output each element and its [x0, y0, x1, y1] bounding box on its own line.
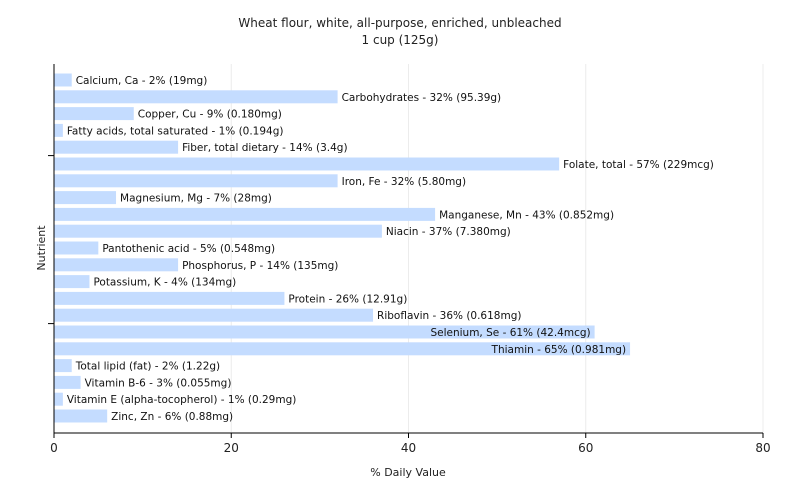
bar-label: Thiamin - 65% (0.981mg) — [491, 344, 627, 356]
bar — [54, 123, 63, 137]
bar-label: Protein - 26% (12.91g) — [288, 293, 407, 305]
bar — [54, 191, 117, 205]
bar-label: Folate, total - 57% (229mcg) — [563, 159, 714, 171]
axes-group: 0 20 40 60 80 — [48, 64, 771, 455]
bar — [54, 409, 108, 423]
bar-label: Vitamin B-6 - 3% (0.055mg) — [85, 377, 232, 389]
bar-label: Manganese, Mn - 43% (0.852mg) — [439, 209, 614, 221]
bar-label: Pantothenic acid - 5% (0.548mg) — [102, 243, 275, 255]
x-tick-label: 60 — [578, 441, 593, 455]
x-tick-label: 80 — [755, 441, 770, 455]
bar-label: Phosphorus, P - 14% (135mg) — [182, 260, 338, 272]
bar — [54, 174, 338, 188]
bar — [54, 90, 338, 104]
chart-title: Wheat flour, white, all-purpose, enriche… — [238, 16, 561, 30]
bar — [54, 241, 99, 255]
bar — [54, 291, 285, 305]
bar — [54, 392, 63, 406]
bar-label: Copper, Cu - 9% (0.180mg) — [138, 109, 282, 121]
bar-label: Selenium, Se - 61% (42.4mcg) — [430, 327, 590, 339]
bar-label: Total lipid (fat) - 2% (1.22g) — [75, 361, 220, 373]
bar — [54, 325, 595, 339]
x-tick-label: 20 — [224, 441, 239, 455]
bar — [54, 275, 90, 289]
bar — [54, 342, 631, 356]
bar — [54, 359, 72, 373]
bar-label: Carbohydrates - 32% (95.39g) — [342, 92, 502, 104]
bar-label: Magnesium, Mg - 7% (28mg) — [120, 193, 272, 205]
x-tick-label: 0 — [50, 441, 58, 455]
y-axis-title: Nutrient — [35, 225, 48, 271]
bar-label: Iron, Fe - 32% (5.80mg) — [342, 176, 466, 188]
bar-label: Calcium, Ca - 2% (19mg) — [76, 75, 208, 87]
bar-label: Riboflavin - 36% (0.618mg) — [377, 310, 521, 322]
grid-lines — [230, 64, 764, 433]
bar — [54, 375, 81, 389]
bar — [54, 224, 382, 238]
bar-label: Niacin - 37% (7.380mg) — [386, 226, 511, 238]
bar-label: Fiber, total dietary - 14% (3.4g) — [182, 142, 347, 154]
bar — [54, 207, 436, 221]
bars-group: Calcium, Ca - 2% (19mg) Carbohydrates - 3… — [54, 73, 714, 423]
bar-label: Vitamin E (alpha-tocopherol) - 1% (0.29m… — [67, 394, 296, 406]
bar — [54, 107, 134, 121]
bar-label: Potassium, K - 4% (134mg) — [93, 277, 236, 289]
x-tick-label: 40 — [401, 441, 416, 455]
chart-subtitle: 1 cup (125g) — [362, 33, 439, 47]
bar — [54, 258, 179, 272]
x-axis-title: % Daily Value — [370, 466, 446, 479]
bar — [54, 73, 72, 87]
bar-label: Fatty acids, total saturated - 1% (0.194… — [67, 125, 284, 137]
bar — [54, 308, 374, 322]
bar — [54, 140, 179, 154]
bar-label: Zinc, Zn - 6% (0.88mg) — [111, 411, 233, 423]
bar — [54, 157, 560, 171]
